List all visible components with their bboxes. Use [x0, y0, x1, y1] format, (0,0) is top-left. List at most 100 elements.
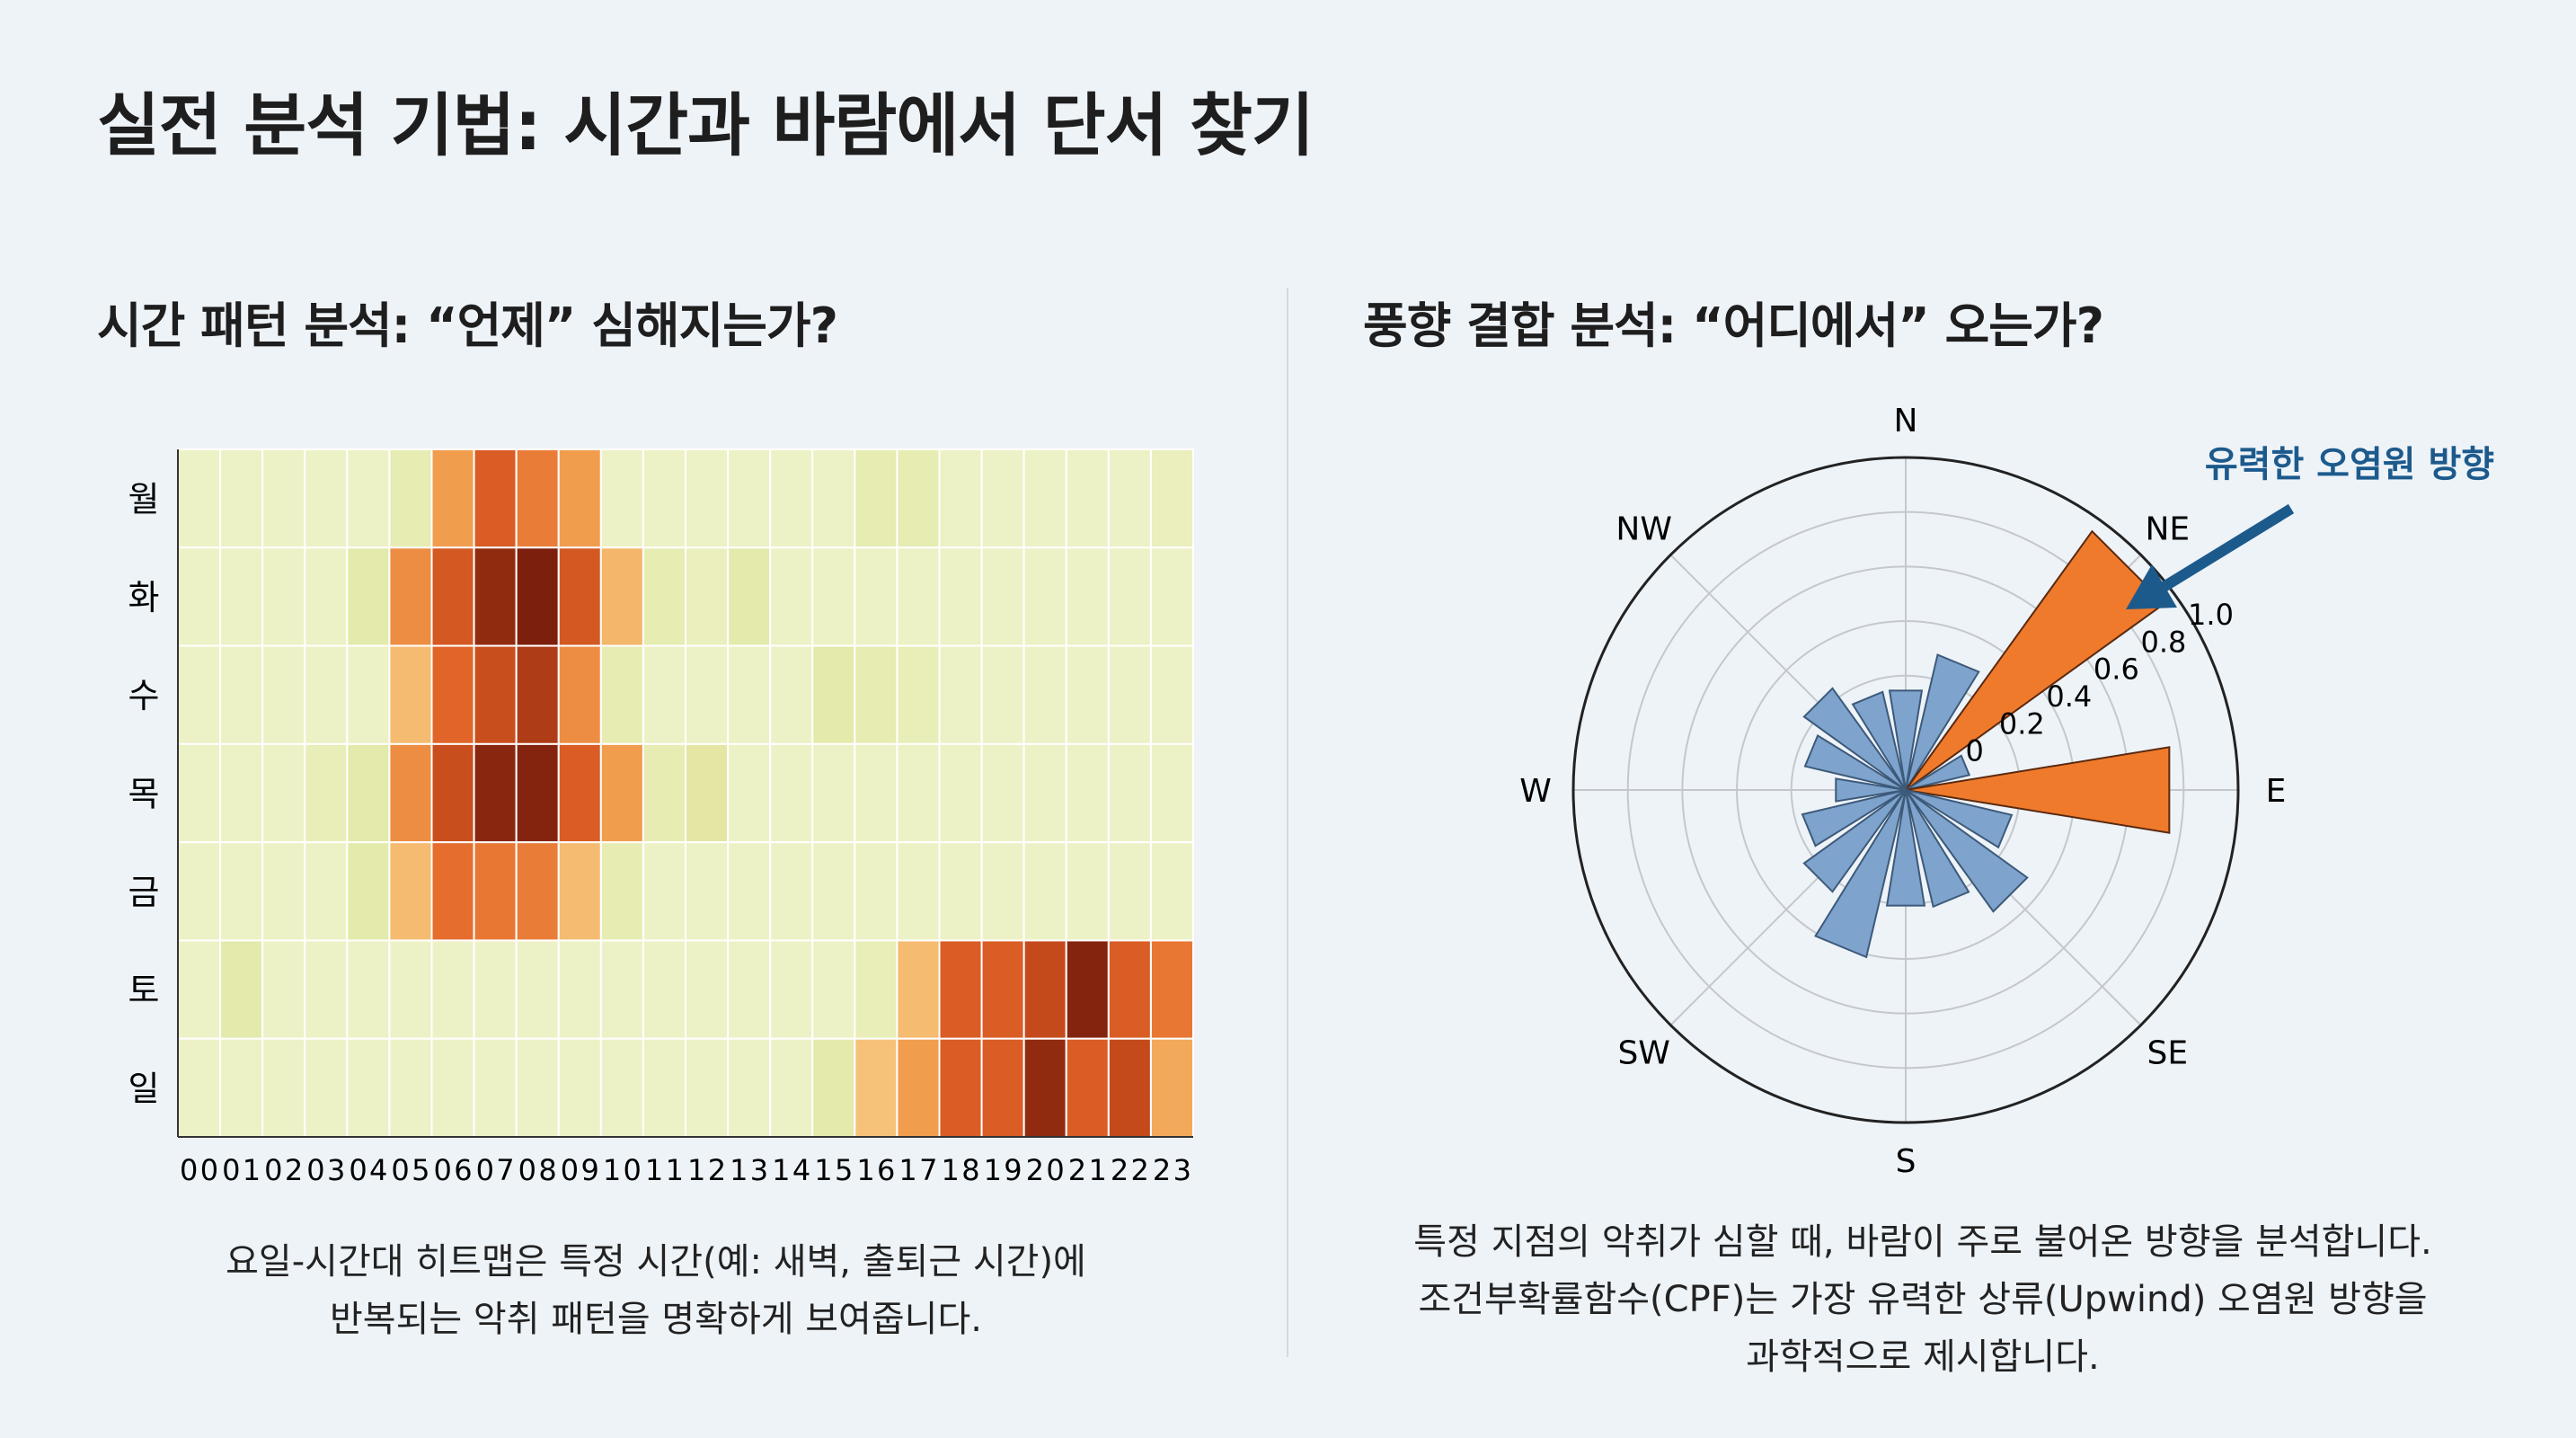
- heatmap-cell: [388, 448, 433, 549]
- heatmap-cell: [980, 546, 1025, 647]
- heatmap-cell: [727, 841, 772, 942]
- column-label: 19: [984, 1153, 1022, 1187]
- heatmap-cell: [938, 841, 983, 942]
- column-label: 07: [476, 1153, 515, 1187]
- heatmap-cell: [685, 1037, 730, 1138]
- radial-tick-label: 0.2: [1999, 706, 2045, 741]
- heatmap-cell: [1065, 939, 1110, 1040]
- column-label: 21: [1068, 1153, 1107, 1187]
- heatmap-cell: [854, 448, 899, 549]
- radial-tick-label: 1.0: [2188, 598, 2234, 632]
- heatmap-cell: [346, 644, 391, 745]
- heatmap-cell: [854, 546, 899, 647]
- heatmap-cell: [473, 841, 518, 942]
- column-label: 01: [222, 1153, 261, 1187]
- row-label: 수: [128, 676, 160, 715]
- compass-label: W: [1519, 773, 1552, 810]
- annotation-arrow-shaft: [2157, 503, 2295, 594]
- heatmap-cell: [727, 644, 772, 745]
- arrow-head-icon: [2126, 564, 2177, 609]
- compass-label: N: [1894, 403, 1918, 439]
- heatmap-cell: [811, 644, 856, 745]
- heatmap-cell: [177, 841, 222, 942]
- column-label: 17: [899, 1153, 937, 1187]
- heatmap-cell: [219, 742, 264, 844]
- heatmap-cell: [177, 546, 222, 647]
- heatmap-cell: [642, 841, 687, 942]
- compass-label: NW: [1616, 511, 1672, 548]
- heatmap-cell: [304, 546, 349, 647]
- heatmap-cell: [980, 644, 1025, 745]
- heatmap-cell: [1149, 448, 1194, 549]
- row-label: 금: [128, 873, 160, 912]
- heatmap-cell: [1107, 448, 1152, 549]
- heatmap-cell: [473, 644, 518, 745]
- heatmap-cell: [599, 939, 644, 1040]
- heatmap-caption: 요일-시간대 히트맵은 특정 시간(예: 새벽, 출퇴근 시간)에 반복되는 악…: [117, 1233, 1195, 1348]
- heatmap-cell: [346, 742, 391, 844]
- heatmap-cell: [642, 644, 687, 745]
- heatmap-cell: [727, 939, 772, 1040]
- heatmap-cell: [685, 448, 730, 549]
- heatmap-cell: [473, 939, 518, 1040]
- heatmap-cell: [346, 546, 391, 647]
- row-label: 목: [128, 775, 160, 814]
- heatmap-cell: [473, 1037, 518, 1138]
- heatmap-cell: [557, 841, 602, 942]
- heatmap-cell: [261, 841, 306, 942]
- heatmap-cell: [261, 644, 306, 745]
- heatmap-cell: [388, 1037, 433, 1138]
- heatmap-cell: [557, 448, 602, 549]
- heatmap-cell: [599, 742, 644, 844]
- heatmap-cell: [1022, 742, 1067, 844]
- heatmap-cell: [346, 448, 391, 549]
- heatmap-cell: [854, 939, 899, 1040]
- heatmap-cell: [304, 448, 349, 549]
- bar-sse: [1905, 789, 1970, 909]
- heatmap-cell: [219, 939, 264, 1040]
- heatmap-cell: [515, 644, 560, 745]
- heatmap-cell: [980, 742, 1025, 844]
- bar-wnw: [1803, 733, 1907, 791]
- caption-line: 과학적으로 제시합니다.: [1746, 1336, 2100, 1378]
- heatmap-cell: [727, 1037, 772, 1138]
- heatmap-cell: [1065, 448, 1110, 549]
- row-label: 월: [128, 480, 160, 519]
- heatmap-cell: [769, 841, 814, 942]
- bar-s: [1885, 789, 1926, 907]
- bar-nne: [1905, 653, 1980, 791]
- column-label: 02: [264, 1153, 303, 1187]
- heatmap-cell: [1065, 841, 1110, 942]
- column-label: 09: [561, 1153, 599, 1187]
- bar-e: [1905, 746, 2171, 834]
- column-label: 14: [772, 1153, 810, 1187]
- heatmap-cell: [980, 448, 1025, 549]
- heatmap-cell: [473, 742, 518, 844]
- caption-line: 반복되는 악취 패턴을 명확하게 보여줍니다.: [330, 1299, 982, 1340]
- compass-label: SE: [2147, 1034, 2189, 1071]
- heatmap-cell: [1107, 939, 1152, 1040]
- heatmap-cell: [515, 841, 560, 942]
- heatmap-cell: [177, 742, 222, 844]
- heatmap-cell: [642, 939, 687, 1040]
- heatmap-cell: [854, 1037, 899, 1138]
- heatmap-cell: [938, 546, 983, 647]
- column-label: 06: [434, 1153, 473, 1187]
- heatmap-cell: [430, 448, 475, 549]
- heatmap-cell: [938, 1037, 983, 1138]
- column-label: 22: [1111, 1153, 1149, 1187]
- heatmap-cell: [769, 742, 814, 844]
- bar-n: [1888, 689, 1924, 791]
- heatmap-cell: [1149, 1037, 1194, 1138]
- heatmap-cell: [980, 1037, 1025, 1138]
- heatmap-cell: [430, 939, 475, 1040]
- heatmap-cell: [896, 841, 941, 942]
- annotation-label: 유력한 오염원 방향: [2205, 444, 2494, 485]
- heatmap-cell: [261, 939, 306, 1040]
- heatmap-cell: [388, 546, 433, 647]
- windrose-caption: 특정 지점의 악취가 심할 때, 바람이 주로 불어온 방향을 분석합니다. 조…: [1348, 1213, 2498, 1386]
- heatmap-cell: [430, 546, 475, 647]
- heatmap-cell: [854, 742, 899, 844]
- heatmap-cell: [557, 939, 602, 1040]
- heatmap-cell: [557, 644, 602, 745]
